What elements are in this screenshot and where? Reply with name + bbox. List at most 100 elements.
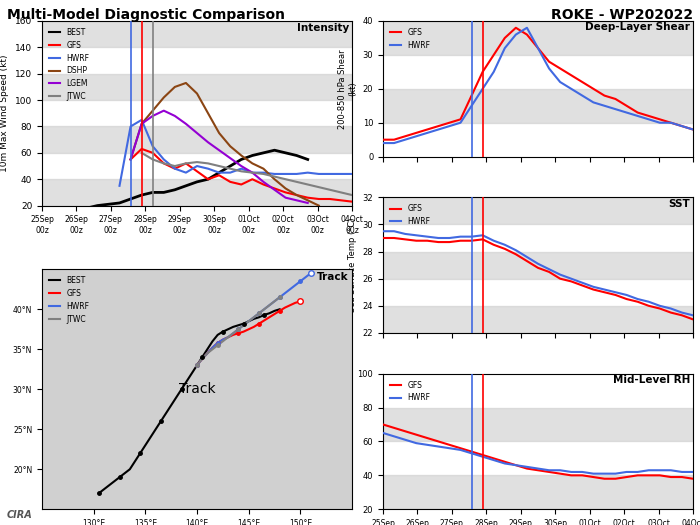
GFS: [489, 242, 498, 248]
GFS: [534, 467, 542, 474]
GFS: [456, 237, 465, 244]
HWRF: [556, 467, 564, 474]
HWRF: [689, 312, 697, 319]
GFS: [434, 123, 442, 129]
GFS: [434, 239, 442, 245]
GFS: [689, 127, 697, 133]
GFS: [622, 474, 631, 480]
Legend: GFS, HWRF: GFS, HWRF: [387, 377, 433, 405]
Text: Deep-Layer Shear: Deep-Layer Shear: [585, 23, 690, 33]
GFS: [534, 265, 542, 271]
GFS: [634, 472, 642, 478]
GFS: [445, 120, 454, 126]
GFS: [390, 136, 398, 143]
GFS: [445, 442, 454, 448]
Bar: [383, 21, 693, 55]
HWRF: [534, 465, 542, 471]
Y-axis label: 700-500 hPa Humidity (%): 700-500 hPa Humidity (%): [343, 386, 352, 497]
HWRF: [634, 296, 642, 302]
GFS: [589, 474, 598, 480]
HWRF: [412, 440, 421, 446]
GFS: [578, 282, 587, 289]
GFS: [390, 235, 398, 241]
GFS: [456, 116, 465, 122]
Bar: [383, 407, 693, 442]
HWRF: [423, 442, 431, 448]
GFS: [600, 289, 608, 296]
HWRF: [622, 469, 631, 475]
HWRF: [512, 32, 520, 38]
Bar: [383, 197, 693, 225]
HWRF: [678, 469, 686, 475]
Y-axis label: 10m Max Wind Speed (kt): 10m Max Wind Speed (kt): [1, 55, 10, 172]
Bar: [383, 251, 693, 279]
HWRF: [489, 69, 498, 75]
GFS: [567, 472, 575, 478]
HWRF: [412, 232, 421, 238]
GFS: [445, 239, 454, 245]
GFS: [456, 445, 465, 452]
HWRF: [656, 467, 664, 474]
Y-axis label: Sea Surface Temp (°C): Sea Surface Temp (°C): [348, 218, 357, 312]
GFS: [512, 251, 520, 257]
GFS: [379, 422, 387, 428]
GFS: [666, 474, 675, 480]
GFS: [489, 52, 498, 58]
GFS: [545, 59, 553, 65]
GFS: [600, 476, 608, 482]
HWRF: [567, 469, 575, 475]
GFS: [401, 428, 410, 434]
GFS: [423, 435, 431, 441]
HWRF: [578, 92, 587, 99]
HWRF: [489, 457, 498, 463]
HWRF: [434, 444, 442, 450]
GFS: [523, 258, 531, 264]
GFS: [678, 312, 686, 319]
Line: GFS: GFS: [383, 28, 693, 140]
GFS: [634, 109, 642, 116]
GFS: [666, 309, 675, 316]
GFS: [656, 116, 664, 122]
HWRF: [468, 102, 476, 109]
HWRF: [656, 120, 664, 126]
HWRF: [401, 437, 410, 443]
HWRF: [622, 292, 631, 298]
HWRF: [500, 242, 509, 248]
GFS: [500, 246, 509, 252]
Line: HWRF: HWRF: [383, 433, 693, 474]
HWRF: [578, 469, 587, 475]
GFS: [523, 465, 531, 471]
Text: Track: Track: [178, 382, 216, 396]
HWRF: [379, 140, 387, 146]
Text: Intensity: Intensity: [297, 23, 349, 33]
Text: Track: Track: [317, 271, 349, 282]
HWRF: [600, 470, 608, 477]
GFS: [468, 237, 476, 244]
GFS: [423, 127, 431, 133]
GFS: [512, 25, 520, 31]
Text: ROKE - WP202022: ROKE - WP202022: [551, 8, 693, 22]
HWRF: [379, 228, 387, 234]
GFS: [500, 459, 509, 465]
GFS: [379, 235, 387, 241]
HWRF: [666, 467, 675, 474]
HWRF: [468, 450, 476, 456]
GFS: [645, 472, 653, 478]
Bar: [42, 127, 352, 153]
GFS: [412, 237, 421, 244]
Bar: [383, 306, 693, 333]
HWRF: [445, 123, 454, 129]
HWRF: [611, 470, 620, 477]
HWRF: [578, 280, 587, 286]
Text: Multi-Model Diagnostic Comparison: Multi-Model Diagnostic Comparison: [7, 8, 285, 22]
HWRF: [589, 284, 598, 290]
Line: HWRF: HWRF: [383, 28, 693, 143]
HWRF: [512, 462, 520, 468]
HWRF: [445, 235, 454, 241]
HWRF: [456, 234, 465, 240]
Legend: BEST, GFS, HWRF, JTWC: BEST, GFS, HWRF, JTWC: [46, 273, 92, 327]
Text: SST: SST: [668, 198, 690, 208]
HWRF: [645, 467, 653, 474]
GFS: [478, 452, 486, 458]
HWRF: [423, 130, 431, 136]
